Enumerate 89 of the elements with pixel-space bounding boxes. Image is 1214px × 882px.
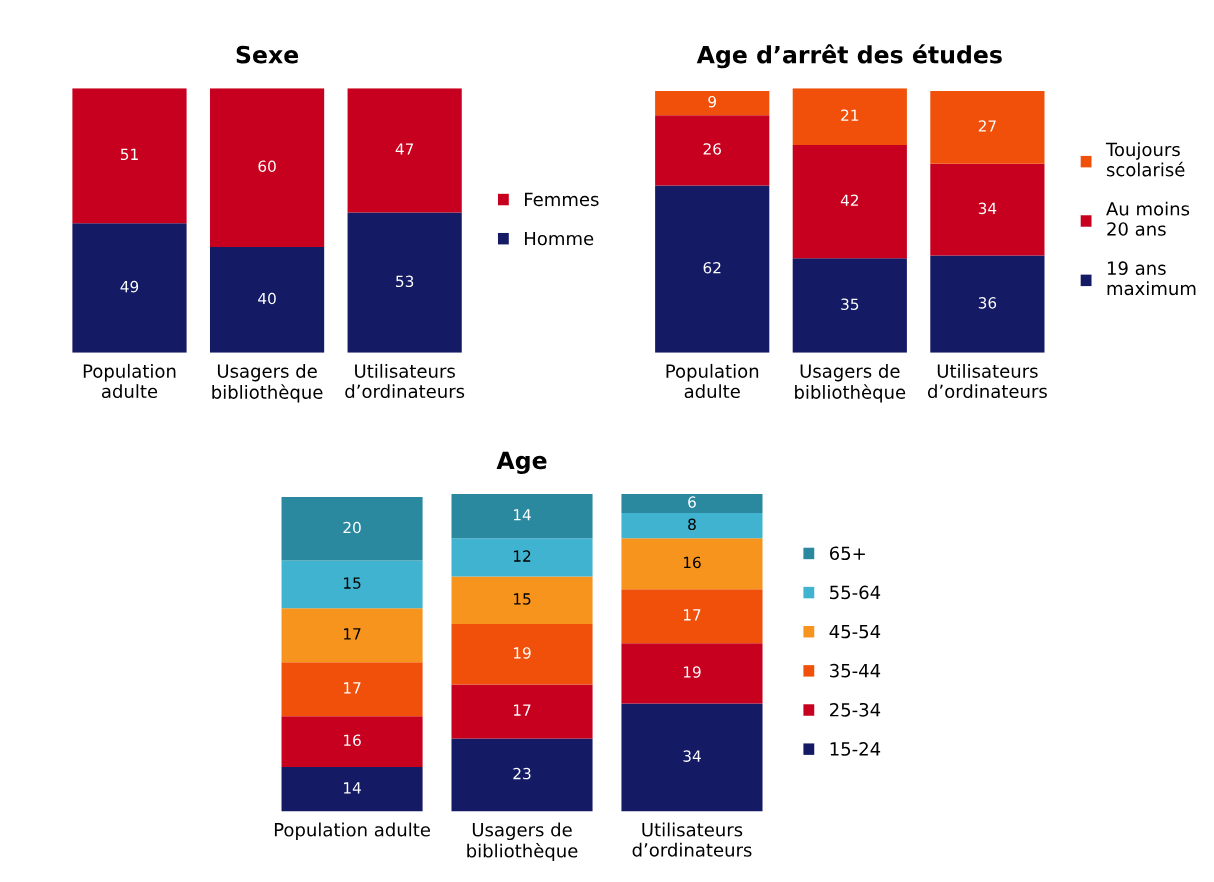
data-label: 34 bbox=[978, 202, 997, 215]
data-label: 15 bbox=[344, 577, 361, 589]
x-tick-label: Utilisateurs d’ordinateurs bbox=[632, 822, 752, 857]
legend-label: Homme bbox=[525, 231, 594, 246]
legend-label: 15-24 bbox=[830, 742, 881, 756]
chart-title: Age d’arrêt des études bbox=[696, 44, 1002, 69]
bar bbox=[930, 163, 1045, 256]
x-tick-label: Utilisateurs d’ordinateurs bbox=[345, 363, 465, 399]
bar bbox=[72, 88, 187, 224]
data-label: 26 bbox=[703, 143, 721, 155]
x-tick-label: Population adulte bbox=[83, 363, 176, 399]
legend-label: 19 ans maximum bbox=[1107, 261, 1196, 296]
data-label: 12 bbox=[513, 550, 531, 562]
x-tick-label: Usagers de bibliothèque bbox=[212, 363, 323, 403]
bar bbox=[621, 538, 763, 590]
bar bbox=[621, 643, 763, 704]
data-label: 8 bbox=[688, 518, 696, 531]
data-label: 51 bbox=[120, 148, 138, 161]
bar bbox=[451, 738, 593, 812]
bar bbox=[451, 538, 593, 577]
bar bbox=[281, 662, 423, 717]
bar bbox=[621, 589, 763, 644]
bar bbox=[347, 212, 462, 353]
data-label: 16 bbox=[683, 556, 701, 569]
bar bbox=[930, 90, 1045, 164]
bar bbox=[281, 766, 423, 812]
bar bbox=[209, 246, 325, 353]
legend-label: 55-64 bbox=[830, 585, 881, 600]
data-label: 23 bbox=[513, 767, 531, 780]
x-tick-label: Usagers de bibliothèque bbox=[467, 822, 578, 862]
data-label: 6 bbox=[688, 496, 696, 508]
legend-label: Au moins 20 ans bbox=[1106, 201, 1190, 236]
bar bbox=[72, 223, 187, 353]
legend-label: 65+ bbox=[829, 546, 865, 561]
data-label: 27 bbox=[978, 120, 996, 132]
data-label: 17 bbox=[513, 704, 531, 716]
x-tick-label: Population adulte bbox=[274, 822, 430, 841]
bar bbox=[792, 258, 907, 353]
legend-label: Femmes bbox=[525, 192, 599, 207]
data-label: 47 bbox=[395, 143, 414, 155]
data-label: 34 bbox=[683, 750, 701, 762]
bar bbox=[451, 576, 593, 625]
data-label: 20 bbox=[343, 521, 361, 534]
bar bbox=[451, 624, 593, 685]
data-label: 36 bbox=[978, 297, 997, 309]
data-label: 17 bbox=[344, 628, 361, 640]
data-label: 35 bbox=[841, 298, 859, 310]
bar bbox=[281, 497, 423, 561]
chart-title: Sexe bbox=[236, 45, 299, 64]
legend-label: 45-54 bbox=[829, 624, 881, 639]
x-tick-label: Usagers de bibliothèque bbox=[795, 363, 906, 403]
bar bbox=[655, 185, 770, 353]
data-label: 9 bbox=[708, 95, 716, 108]
bar bbox=[621, 493, 763, 513]
legend-label: 35-44 bbox=[830, 663, 881, 678]
data-label: 60 bbox=[258, 160, 276, 173]
bar bbox=[621, 512, 763, 539]
data-label: 53 bbox=[396, 275, 414, 288]
bar bbox=[209, 88, 325, 247]
chart-title: Age bbox=[496, 451, 547, 475]
data-label: 16 bbox=[344, 734, 361, 747]
x-tick-label: Utilisateurs d’ordinateurs bbox=[927, 363, 1047, 399]
x-tick-label: Population adulte bbox=[666, 363, 759, 399]
data-label: 21 bbox=[841, 109, 859, 121]
legend-label: 25-34 bbox=[830, 702, 881, 717]
data-label: 14 bbox=[344, 782, 361, 794]
data-label: 17 bbox=[683, 609, 701, 621]
data-label: 17 bbox=[344, 682, 361, 694]
bar bbox=[655, 90, 770, 116]
bar bbox=[281, 608, 423, 663]
legend-label: Toujours scolarisé bbox=[1105, 142, 1185, 177]
bar bbox=[792, 88, 907, 145]
data-label: 19 bbox=[683, 666, 701, 678]
data-label: 49 bbox=[120, 280, 139, 293]
bar bbox=[792, 144, 907, 259]
bar bbox=[930, 255, 1045, 353]
bar bbox=[347, 88, 462, 213]
bar bbox=[621, 703, 763, 812]
bar bbox=[281, 560, 423, 609]
data-label: 62 bbox=[703, 261, 721, 274]
bar bbox=[451, 493, 593, 539]
bar bbox=[655, 115, 770, 186]
bar bbox=[451, 684, 593, 739]
data-label: 40 bbox=[258, 292, 276, 305]
data-label: 14 bbox=[513, 509, 531, 521]
data-label: 15 bbox=[513, 593, 531, 605]
data-label: 19 bbox=[513, 647, 531, 659]
bar bbox=[281, 716, 423, 767]
data-label: 42 bbox=[840, 194, 858, 206]
